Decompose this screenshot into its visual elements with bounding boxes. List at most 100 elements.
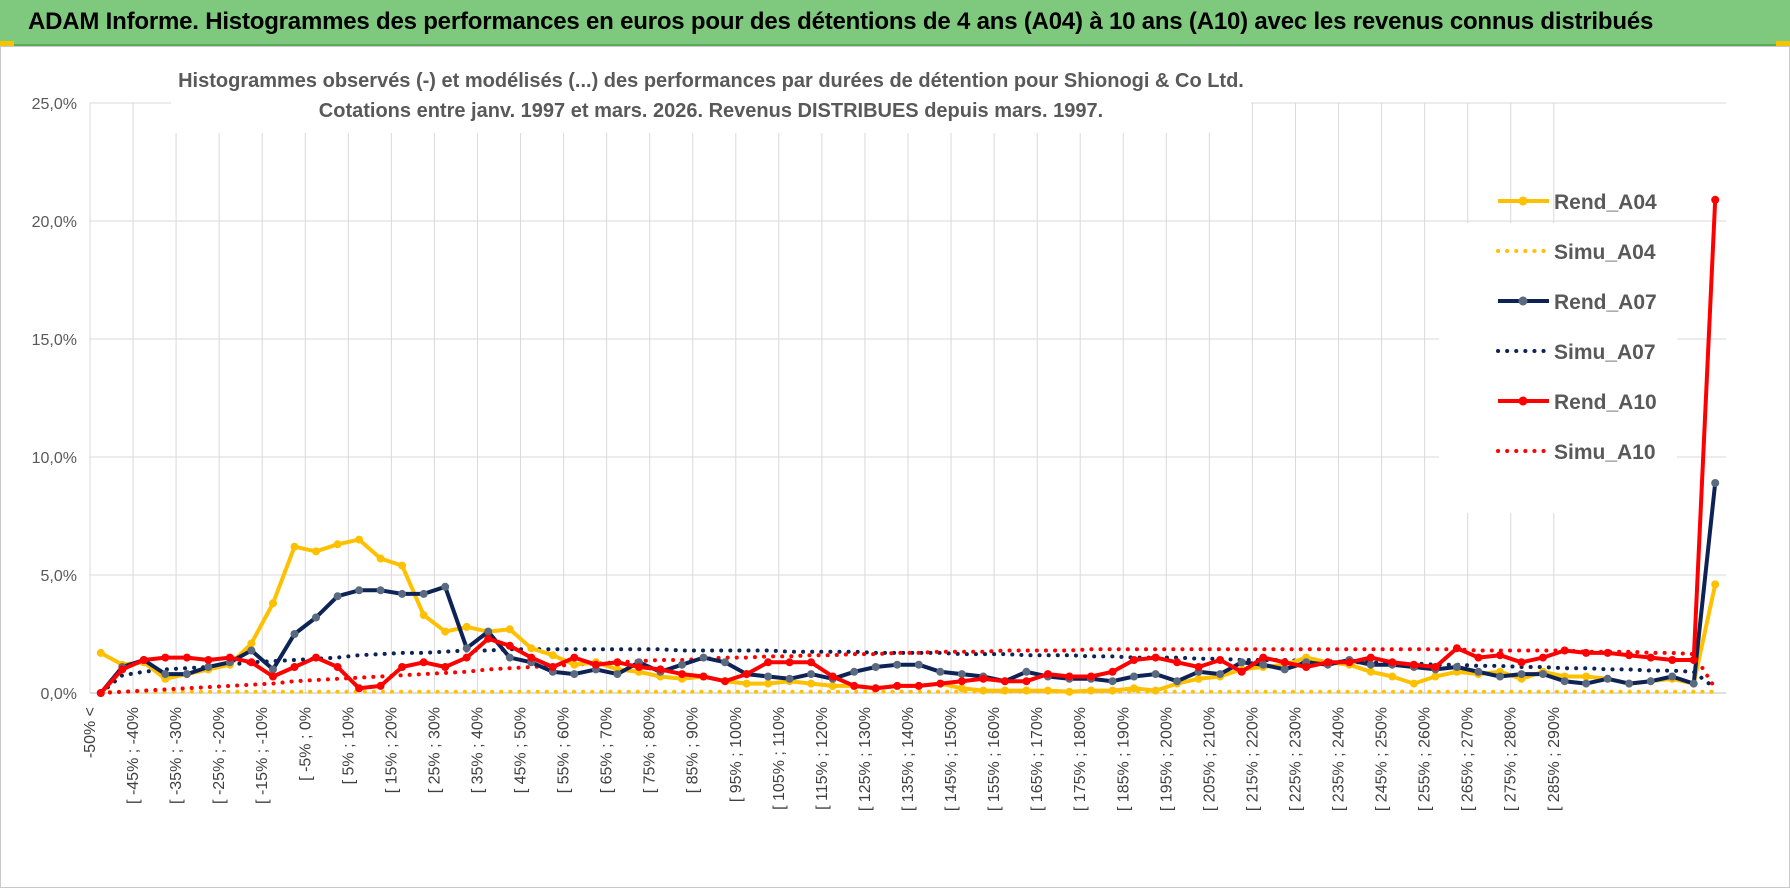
x-tick-label: [ 285% ; 290% [1546, 707, 1563, 811]
x-tick-label: [ 135% ; 140% [900, 707, 917, 811]
data-point [548, 651, 557, 660]
x-tick-label: [ 95% ; 100% [728, 707, 745, 802]
data-point [634, 663, 643, 671]
data-point [570, 653, 579, 662]
data-point [893, 681, 902, 690]
data-point [1603, 648, 1612, 657]
data-point [1582, 672, 1591, 681]
data-point [871, 663, 880, 671]
x-tick-label: -50% < [82, 707, 99, 758]
data-point [1302, 663, 1311, 671]
data-point [1345, 658, 1354, 667]
x-tick-label: [ 165% ; 170% [1029, 707, 1046, 811]
data-point [441, 663, 450, 671]
data-point [1216, 656, 1225, 664]
data-point [957, 670, 966, 679]
legend-item: Rend_A04 [1498, 191, 1657, 214]
data-point [419, 611, 428, 620]
data-point [1173, 677, 1182, 686]
legend-label: Simu_A10 [1554, 441, 1656, 464]
data-point [376, 681, 385, 690]
data-point [613, 670, 622, 679]
data-point [1560, 677, 1569, 686]
data-point [1431, 663, 1440, 671]
data-point [699, 653, 708, 662]
data-point [591, 660, 600, 669]
data-point [1668, 656, 1677, 664]
data-point [441, 582, 450, 591]
data-point [936, 667, 945, 676]
data-point [333, 540, 342, 549]
data-point [247, 658, 256, 667]
data-point [721, 658, 729, 667]
data-point [484, 627, 493, 636]
data-point [1625, 651, 1634, 660]
data-point [1646, 653, 1655, 662]
legend-label: Simu_A04 [1554, 241, 1656, 264]
x-tick-label: [ 275% ; 280% [1503, 707, 1520, 811]
data-point [570, 670, 579, 679]
data-point [1603, 674, 1612, 683]
data-point [1539, 653, 1547, 662]
data-point [1646, 677, 1655, 686]
y-tick-label: 15,0% [32, 332, 77, 349]
data-point [1388, 658, 1397, 667]
y-tick-label: 0,0% [41, 686, 77, 703]
x-tick-label: [ 255% ; 260% [1417, 707, 1434, 811]
data-point [225, 653, 234, 662]
data-point [1022, 667, 1031, 676]
data-point [1280, 665, 1289, 674]
series-line [98, 647, 1718, 695]
data-point [527, 644, 536, 653]
data-point [742, 670, 751, 679]
data-point [1474, 653, 1483, 662]
data-point [290, 630, 299, 638]
data-point [699, 672, 708, 681]
data-point [355, 535, 364, 544]
data-point [785, 674, 794, 683]
data-point [979, 674, 988, 683]
legend-background [1439, 223, 1677, 513]
data-point [398, 589, 407, 598]
data-point [742, 679, 751, 688]
data-point [269, 665, 277, 674]
legend-label: Rend_A10 [1554, 391, 1657, 414]
data-point [570, 660, 579, 669]
data-point [1237, 667, 1246, 676]
x-tick-label: [ 65% ; 70% [599, 707, 616, 793]
data-point [957, 677, 966, 686]
x-tick-label: [ -15% ; -10% [254, 707, 271, 804]
x-tick-label: [ 85% ; 90% [685, 707, 702, 793]
chart-title-background [171, 65, 1251, 133]
data-point [871, 684, 880, 693]
x-tick-label: [ 45% ; 50% [513, 707, 530, 793]
data-point [656, 665, 665, 674]
x-tick-label: [ 195% ; 200% [1158, 707, 1175, 811]
legend-label: Rend_A04 [1554, 191, 1657, 214]
data-point [678, 670, 686, 679]
data-point [1517, 658, 1526, 667]
data-point [139, 656, 148, 664]
legend-marker [1518, 296, 1528, 306]
data-point [1000, 686, 1009, 695]
data-point [462, 644, 471, 653]
legend-label: Simu_A07 [1554, 341, 1656, 364]
data-point [247, 639, 256, 648]
data-point [462, 622, 471, 631]
data-point [1366, 667, 1375, 676]
data-point [807, 679, 816, 688]
data-point [290, 663, 299, 671]
x-tick-label: [ 5% ; 10% [340, 707, 357, 784]
data-point [1409, 660, 1418, 669]
x-tick-label: [ 175% ; 180% [1072, 707, 1089, 811]
x-tick-label: [ 225% ; 230% [1287, 707, 1304, 811]
data-point [96, 648, 105, 657]
x-tick-label: [ 15% ; 20% [383, 707, 400, 793]
data-point [419, 658, 428, 667]
data-point [161, 653, 170, 662]
data-point [96, 689, 105, 697]
data-point [1065, 687, 1074, 696]
data-point [269, 599, 277, 608]
data-point [914, 681, 923, 690]
data-point [269, 672, 277, 681]
